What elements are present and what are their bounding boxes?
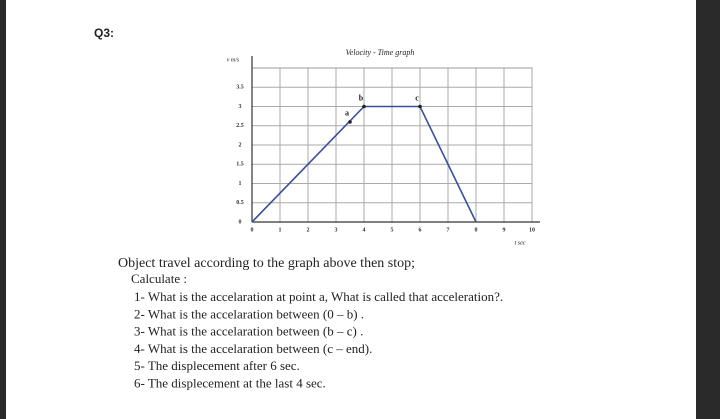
point-label: c bbox=[415, 93, 419, 102]
x-tick-label: 1 bbox=[279, 227, 282, 233]
question-item: 4- What is the accelaration between (c –… bbox=[134, 341, 372, 356]
question-item: 6- The displecement at the last 4 sec. bbox=[134, 375, 326, 390]
question-item: 1- What is the accelaration at point a, … bbox=[134, 289, 503, 304]
question-number: Q3: bbox=[94, 26, 114, 40]
y-tick-label: 2 bbox=[239, 142, 242, 148]
intro-text: Object travel according to the graph abo… bbox=[118, 256, 415, 271]
y-tick-label: 0.5 bbox=[236, 200, 244, 206]
point-marker bbox=[418, 104, 422, 109]
chart-title: Velocity - Time graph bbox=[346, 48, 415, 57]
calculate-label: Calculate : bbox=[131, 271, 187, 286]
x-tick-label: 6 bbox=[419, 227, 422, 233]
y-tick-label: 1 bbox=[239, 181, 242, 187]
x-tick-label: 9 bbox=[503, 227, 506, 233]
point-marker bbox=[362, 104, 366, 109]
y-axis-label: v m/s bbox=[227, 57, 240, 63]
x-tick-label: 8 bbox=[475, 227, 478, 233]
x-tick-label: 5 bbox=[391, 227, 394, 233]
x-axis-label: t sec bbox=[515, 240, 526, 246]
point-label: b bbox=[359, 93, 364, 102]
y-tick-label: 3 bbox=[239, 104, 242, 110]
edge bbox=[0, 0, 6, 419]
x-tick-label: 2 bbox=[307, 227, 310, 233]
edge bbox=[696, 0, 720, 419]
x-tick-label: 3 bbox=[335, 227, 338, 233]
y-tick-label: 1.5 bbox=[236, 162, 244, 168]
point-label: a bbox=[345, 109, 349, 118]
question-item: 3- What is the accelaration between (b –… bbox=[134, 324, 363, 339]
y-tick-label: 0 bbox=[239, 219, 242, 225]
x-tick-label: 0 bbox=[251, 227, 254, 233]
velocity-line bbox=[251, 105, 477, 223]
y-tick-label: 3.5 bbox=[236, 85, 244, 91]
question-item: 2- What is the accelaration between (0 –… bbox=[134, 306, 364, 321]
x-tick-label: 7 bbox=[447, 227, 450, 233]
question-item: 5- The displecement after 6 sec. bbox=[134, 358, 300, 373]
point-marker bbox=[348, 120, 352, 124]
y-tick-label: 2.5 bbox=[236, 123, 244, 129]
x-tick-label: 10 bbox=[529, 227, 535, 233]
x-tick-label: 4 bbox=[363, 227, 366, 233]
